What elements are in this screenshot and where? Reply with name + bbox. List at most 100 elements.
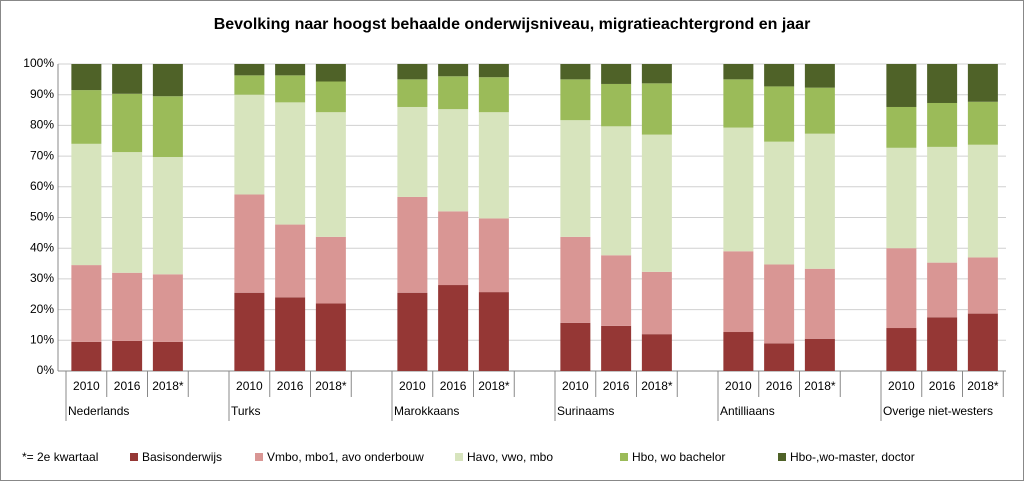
bar-segment	[234, 292, 265, 371]
bar-segment	[397, 64, 428, 80]
bar-segment	[967, 144, 998, 258]
x-tick-label: 2018*	[641, 379, 673, 393]
bar-segment	[804, 338, 835, 371]
bar-segment	[112, 93, 143, 153]
bar-segment	[560, 79, 591, 121]
bar-segment	[71, 64, 102, 91]
bar-segment	[275, 297, 306, 371]
legend-swatch	[778, 453, 786, 461]
bar-segment	[234, 94, 265, 195]
bar-segment	[764, 141, 795, 265]
bar-segment	[438, 64, 469, 77]
bar-segment	[234, 75, 265, 95]
x-tick-label: 2016	[440, 379, 467, 393]
legend-label: Vmbo, mbo1, avo onderbouw	[267, 450, 424, 464]
bar-segment	[804, 64, 835, 88]
bar-segment	[478, 218, 509, 293]
bar-segment	[886, 106, 917, 148]
bar-segment	[601, 126, 632, 256]
x-tick-label: 2016	[114, 379, 141, 393]
x-tick-label: 2018*	[478, 379, 510, 393]
group-label: Overige niet-westers	[883, 404, 993, 418]
bar-segment	[723, 79, 754, 128]
bar-segment	[315, 112, 346, 237]
bar-segment	[112, 64, 143, 94]
bar-segment	[764, 86, 795, 142]
bar-segment	[152, 64, 183, 97]
x-tick-label: 2010	[399, 379, 426, 393]
legend-swatch	[130, 453, 138, 461]
bar-segment	[967, 257, 998, 314]
bar-segment	[927, 262, 958, 318]
x-tick-label: 2016	[929, 379, 956, 393]
bar-segment	[560, 236, 591, 323]
bar-segment	[723, 332, 754, 371]
x-tick-label: 2018*	[152, 379, 184, 393]
bar-segment	[641, 271, 672, 335]
y-tick-label: 10%	[30, 332, 54, 346]
bar-segment	[601, 64, 632, 84]
bar-segment	[71, 90, 102, 144]
y-tick-label: 40%	[30, 240, 54, 254]
group-label: Antilliaans	[720, 404, 775, 418]
x-tick-label: 2016	[603, 379, 630, 393]
bar-segment	[927, 146, 958, 263]
group-label: Nederlands	[68, 404, 129, 418]
x-tick-label: 2016	[766, 379, 793, 393]
y-tick-label: 0%	[37, 363, 55, 377]
bar-segment	[967, 101, 998, 145]
footnote: *= 2e kwartaal	[22, 450, 98, 464]
bar-segment	[438, 211, 469, 286]
legend-label: Havo, vwo, mbo	[467, 450, 553, 464]
bar-segment	[397, 196, 428, 293]
bar-segment	[478, 77, 509, 113]
bar-segment	[927, 64, 958, 103]
bar-segment	[886, 328, 917, 371]
x-tick-label: 2010	[73, 379, 100, 393]
bar-segment	[927, 102, 958, 147]
legend-swatch	[255, 453, 263, 461]
bar-segment	[152, 157, 183, 275]
bar-segment	[886, 64, 917, 107]
bar-segment	[967, 313, 998, 371]
bar-segment	[275, 75, 306, 103]
bar-segment	[315, 81, 346, 113]
bar-segment	[275, 102, 306, 225]
bar-segment	[723, 251, 754, 333]
legend-label: Hbo-,wo-master, doctor	[790, 450, 915, 464]
bar-segment	[315, 236, 346, 304]
bar-segment	[315, 303, 346, 371]
y-tick-label: 90%	[30, 87, 54, 101]
group-label: Surinaams	[557, 404, 614, 418]
bar-segment	[641, 64, 672, 84]
bar-segment	[275, 64, 306, 76]
bar-segment	[71, 143, 102, 266]
bar-segment	[112, 272, 143, 341]
bar-segment	[601, 83, 632, 127]
bar-segment	[438, 109, 469, 212]
bar-segment	[641, 334, 672, 371]
bar-segment	[764, 64, 795, 87]
y-tick-label: 100%	[23, 56, 54, 70]
bar-segment	[315, 64, 346, 82]
bar-segment	[560, 322, 591, 371]
x-tick-label: 2018*	[804, 379, 836, 393]
bar-segment	[397, 79, 428, 107]
bar-segment	[112, 152, 143, 273]
x-tick-label: 2018*	[967, 379, 999, 393]
bar-segment	[234, 194, 265, 293]
y-tick-label: 70%	[30, 148, 54, 162]
bar-segment	[478, 292, 509, 371]
y-tick-label: 50%	[30, 210, 54, 224]
y-tick-label: 20%	[30, 302, 54, 316]
bar-segment	[560, 120, 591, 237]
legend-label: Hbo, wo bachelor	[632, 450, 725, 464]
x-tick-label: 2018*	[315, 379, 347, 393]
bar-segment	[641, 83, 672, 135]
bar-segment	[397, 292, 428, 371]
bar-segment	[804, 133, 835, 269]
bar-segment	[275, 224, 306, 298]
bar-segment	[886, 248, 917, 329]
legend-swatch	[455, 453, 463, 461]
legend-label: Basisonderwijs	[142, 450, 222, 464]
